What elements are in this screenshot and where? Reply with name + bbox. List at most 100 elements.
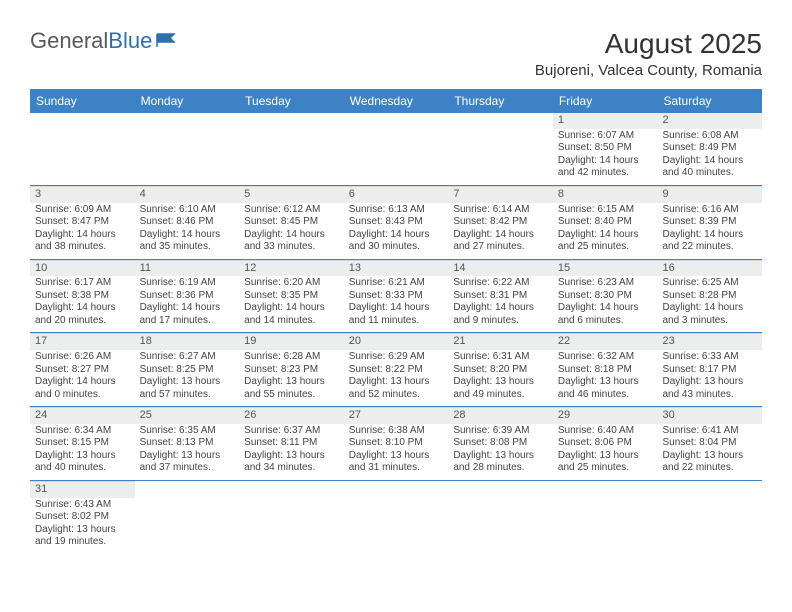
- calendar-cell: 29Sunrise: 6:40 AMSunset: 8:06 PMDayligh…: [553, 407, 658, 480]
- day-number: 6: [344, 187, 449, 203]
- daylight-text: Daylight: 13 hours and 19 minutes.: [35, 524, 130, 549]
- daylight-text: Daylight: 13 hours and 40 minutes.: [35, 450, 130, 475]
- daylight-text: Daylight: 14 hours and 6 minutes.: [558, 302, 653, 327]
- sunrise-text: Sunrise: 6:22 AM: [453, 277, 548, 290]
- calendar-cell: 31Sunrise: 6:43 AMSunset: 8:02 PMDayligh…: [30, 481, 135, 554]
- calendar-cell: 14Sunrise: 6:22 AMSunset: 8:31 PMDayligh…: [448, 260, 553, 333]
- sunset-text: Sunset: 8:22 PM: [349, 364, 444, 377]
- sunset-text: Sunset: 8:49 PM: [662, 142, 757, 155]
- sunrise-text: Sunrise: 6:08 AM: [662, 130, 757, 143]
- sunset-text: Sunset: 8:08 PM: [453, 437, 548, 450]
- daylight-text: Daylight: 14 hours and 42 minutes.: [558, 155, 653, 180]
- day-number: 20: [344, 334, 449, 350]
- flag-icon: [156, 32, 178, 48]
- daylight-text: Daylight: 14 hours and 25 minutes.: [558, 229, 653, 254]
- calendar-cell: 7Sunrise: 6:14 AMSunset: 8:42 PMDaylight…: [448, 186, 553, 259]
- sunrise-text: Sunrise: 6:32 AM: [558, 351, 653, 364]
- sunrise-text: Sunrise: 6:43 AM: [35, 499, 130, 512]
- sunrise-text: Sunrise: 6:40 AM: [558, 425, 653, 438]
- logo-text-gray: General: [30, 28, 108, 54]
- week-row: 31Sunrise: 6:43 AMSunset: 8:02 PMDayligh…: [30, 481, 762, 554]
- calendar-cell: [344, 113, 449, 185]
- sunset-text: Sunset: 8:39 PM: [662, 216, 757, 229]
- sunrise-text: Sunrise: 6:29 AM: [349, 351, 444, 364]
- daylight-text: Daylight: 13 hours and 55 minutes.: [244, 376, 339, 401]
- daylight-text: Daylight: 14 hours and 30 minutes.: [349, 229, 444, 254]
- sunrise-text: Sunrise: 6:39 AM: [453, 425, 548, 438]
- calendar-cell: 17Sunrise: 6:26 AMSunset: 8:27 PMDayligh…: [30, 333, 135, 406]
- day-number: 29: [553, 408, 658, 424]
- daylight-text: Daylight: 14 hours and 17 minutes.: [140, 302, 235, 327]
- day-number: 11: [135, 261, 240, 277]
- calendar-cell: 8Sunrise: 6:15 AMSunset: 8:40 PMDaylight…: [553, 186, 658, 259]
- logo: GeneralBlue: [30, 28, 178, 54]
- day-header-row: Sunday Monday Tuesday Wednesday Thursday…: [30, 89, 762, 113]
- daylight-text: Daylight: 13 hours and 37 minutes.: [140, 450, 235, 475]
- day-number: 1: [553, 113, 658, 129]
- month-title: August 2025: [535, 28, 762, 60]
- sunset-text: Sunset: 8:17 PM: [662, 364, 757, 377]
- sunrise-text: Sunrise: 6:31 AM: [453, 351, 548, 364]
- week-row: 17Sunrise: 6:26 AMSunset: 8:27 PMDayligh…: [30, 333, 762, 407]
- calendar-cell: 20Sunrise: 6:29 AMSunset: 8:22 PMDayligh…: [344, 333, 449, 406]
- day-number: 23: [657, 334, 762, 350]
- day-number: 24: [30, 408, 135, 424]
- sunrise-text: Sunrise: 6:10 AM: [140, 204, 235, 217]
- week-row: 24Sunrise: 6:34 AMSunset: 8:15 PMDayligh…: [30, 407, 762, 481]
- calendar-cell: 30Sunrise: 6:41 AMSunset: 8:04 PMDayligh…: [657, 407, 762, 480]
- calendar-cell: [448, 481, 553, 554]
- sunset-text: Sunset: 8:23 PM: [244, 364, 339, 377]
- day-header: Tuesday: [239, 89, 344, 113]
- day-number: 2: [657, 113, 762, 129]
- day-number: 8: [553, 187, 658, 203]
- day-number: 12: [239, 261, 344, 277]
- daylight-text: Daylight: 14 hours and 9 minutes.: [453, 302, 548, 327]
- week-row: 3Sunrise: 6:09 AMSunset: 8:47 PMDaylight…: [30, 186, 762, 260]
- sunrise-text: Sunrise: 6:37 AM: [244, 425, 339, 438]
- calendar-cell: 26Sunrise: 6:37 AMSunset: 8:11 PMDayligh…: [239, 407, 344, 480]
- calendar-cell: 24Sunrise: 6:34 AMSunset: 8:15 PMDayligh…: [30, 407, 135, 480]
- sunrise-text: Sunrise: 6:27 AM: [140, 351, 235, 364]
- day-header: Thursday: [448, 89, 553, 113]
- calendar-cell: 21Sunrise: 6:31 AMSunset: 8:20 PMDayligh…: [448, 333, 553, 406]
- calendar-cell: [239, 113, 344, 185]
- calendar-cell: 12Sunrise: 6:20 AMSunset: 8:35 PMDayligh…: [239, 260, 344, 333]
- daylight-text: Daylight: 14 hours and 38 minutes.: [35, 229, 130, 254]
- calendar-cell: [344, 481, 449, 554]
- calendar-cell: 9Sunrise: 6:16 AMSunset: 8:39 PMDaylight…: [657, 186, 762, 259]
- day-number: 16: [657, 261, 762, 277]
- daylight-text: Daylight: 14 hours and 27 minutes.: [453, 229, 548, 254]
- sunset-text: Sunset: 8:04 PM: [662, 437, 757, 450]
- daylight-text: Daylight: 13 hours and 31 minutes.: [349, 450, 444, 475]
- day-number: 18: [135, 334, 240, 350]
- calendar-cell: 3Sunrise: 6:09 AMSunset: 8:47 PMDaylight…: [30, 186, 135, 259]
- sunset-text: Sunset: 8:50 PM: [558, 142, 653, 155]
- daylight-text: Daylight: 14 hours and 14 minutes.: [244, 302, 339, 327]
- daylight-text: Daylight: 14 hours and 35 minutes.: [140, 229, 235, 254]
- sunrise-text: Sunrise: 6:33 AM: [662, 351, 757, 364]
- daylight-text: Daylight: 13 hours and 52 minutes.: [349, 376, 444, 401]
- calendar-cell: [448, 113, 553, 185]
- sunset-text: Sunset: 8:18 PM: [558, 364, 653, 377]
- calendar-cell: 2Sunrise: 6:08 AMSunset: 8:49 PMDaylight…: [657, 113, 762, 185]
- calendar-cell: 11Sunrise: 6:19 AMSunset: 8:36 PMDayligh…: [135, 260, 240, 333]
- sunset-text: Sunset: 8:36 PM: [140, 290, 235, 303]
- day-number: 19: [239, 334, 344, 350]
- sunset-text: Sunset: 8:42 PM: [453, 216, 548, 229]
- sunset-text: Sunset: 8:15 PM: [35, 437, 130, 450]
- daylight-text: Daylight: 14 hours and 3 minutes.: [662, 302, 757, 327]
- day-header: Saturday: [657, 89, 762, 113]
- calendar-cell: 18Sunrise: 6:27 AMSunset: 8:25 PMDayligh…: [135, 333, 240, 406]
- day-number: 27: [344, 408, 449, 424]
- sunset-text: Sunset: 8:02 PM: [35, 511, 130, 524]
- calendar-cell: 15Sunrise: 6:23 AMSunset: 8:30 PMDayligh…: [553, 260, 658, 333]
- sunrise-text: Sunrise: 6:34 AM: [35, 425, 130, 438]
- sunrise-text: Sunrise: 6:25 AM: [662, 277, 757, 290]
- calendar-cell: 4Sunrise: 6:10 AMSunset: 8:46 PMDaylight…: [135, 186, 240, 259]
- day-header: Friday: [553, 89, 658, 113]
- sunset-text: Sunset: 8:31 PM: [453, 290, 548, 303]
- sunset-text: Sunset: 8:30 PM: [558, 290, 653, 303]
- sunset-text: Sunset: 8:06 PM: [558, 437, 653, 450]
- calendar-cell: 16Sunrise: 6:25 AMSunset: 8:28 PMDayligh…: [657, 260, 762, 333]
- week-row: 1Sunrise: 6:07 AMSunset: 8:50 PMDaylight…: [30, 113, 762, 186]
